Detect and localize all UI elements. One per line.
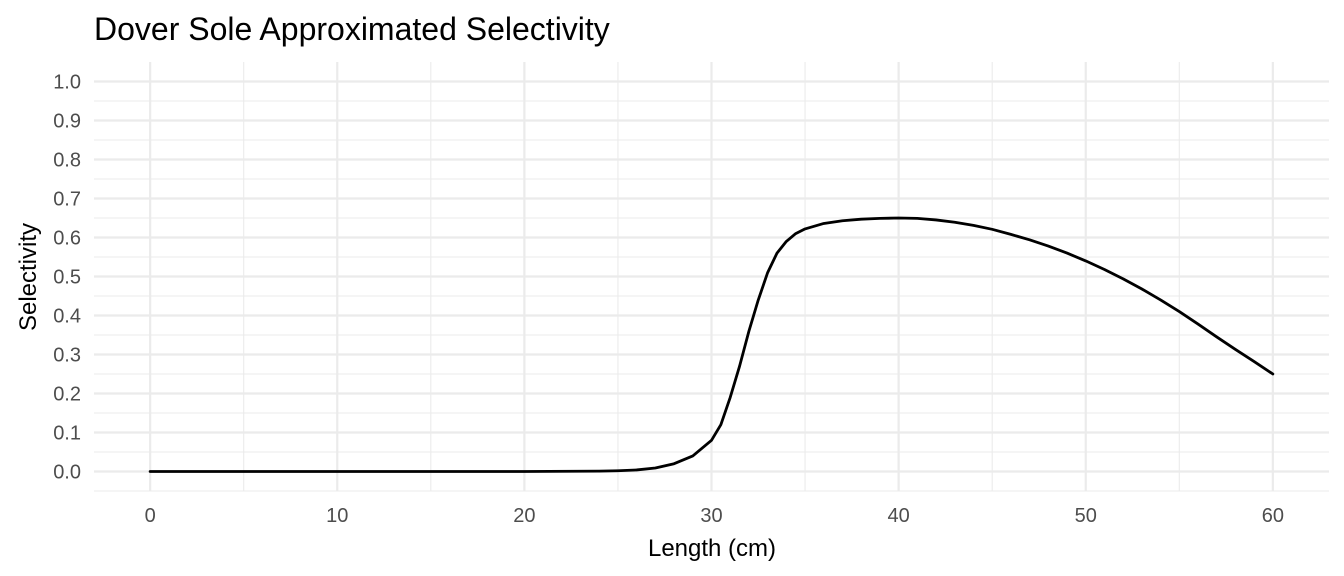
y-tick-label: 0.7 <box>53 189 81 211</box>
grid-layer <box>94 62 1329 492</box>
x-tick-label: 30 <box>700 505 722 527</box>
x-tick-label: 40 <box>887 505 909 527</box>
y-tick-label: 0.3 <box>53 345 81 367</box>
y-tick-label: 1.0 <box>53 72 81 94</box>
y-tick-label: 0.8 <box>53 150 81 172</box>
x-axis-label: Length (cm) <box>648 535 776 562</box>
y-tick-label: 0.2 <box>53 384 81 406</box>
y-tick-layer: 0.0 0.1 0.2 0.3 0.4 0.5 0.6 0.7 0.8 0.9 1.0 <box>53 72 81 484</box>
y-tick-label: 0.9 <box>53 111 81 133</box>
chart-title: Dover Sole Approximated Selectivity <box>94 11 610 47</box>
x-tick-label: 10 <box>326 505 348 527</box>
y-tick-label: 0.1 <box>53 423 81 445</box>
y-tick-label: 0.6 <box>53 228 81 250</box>
x-tick-layer: 0 10 20 30 40 50 60 <box>145 505 1284 527</box>
y-tick-label: 0.5 <box>53 267 81 289</box>
x-tick-label: 0 <box>145 505 156 527</box>
x-tick-label: 60 <box>1262 505 1284 527</box>
y-tick-label: 0.0 <box>53 462 81 484</box>
selectivity-curve-line <box>148 216 1275 473</box>
x-tick-label: 20 <box>513 505 535 527</box>
y-tick-label: 0.4 <box>53 306 81 328</box>
series-layer <box>148 216 1275 473</box>
y-axis-label: Selectivity <box>15 223 42 331</box>
x-tick-label: 50 <box>1075 505 1097 527</box>
